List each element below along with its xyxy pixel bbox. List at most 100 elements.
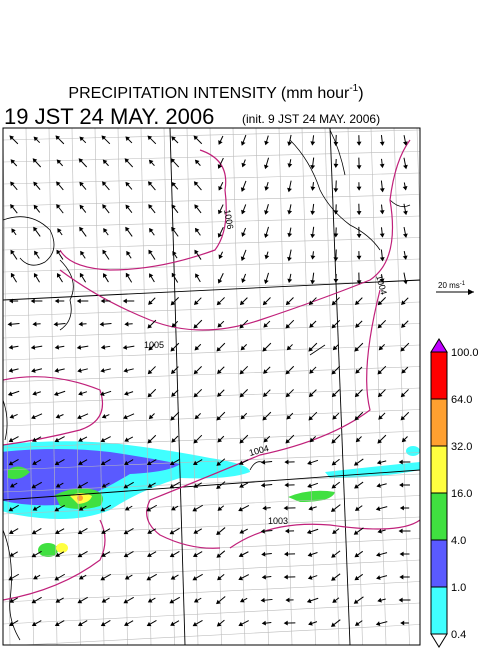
- wind-arrow-head: [34, 274, 37, 277]
- grid-line: [3, 152, 420, 163]
- wind-arrow-head: [219, 187, 222, 190]
- grid-line: [394, 128, 410, 645]
- wind-arrow-head: [263, 576, 266, 579]
- wind-arrow-head: [265, 211, 268, 214]
- wind-arrow-head: [101, 439, 104, 442]
- wind-arrow-head: [57, 251, 60, 254]
- wind-arrow-head: [78, 299, 81, 302]
- wind-arrow-head: [242, 279, 245, 282]
- precip-yellow: [56, 543, 68, 553]
- title-text: PRECIPITATION INTENSITY (mm hour: [68, 85, 350, 102]
- wind-arrow-head: [401, 552, 404, 555]
- isobar-label: 1003: [268, 516, 288, 526]
- wind-arrow-head: [240, 530, 243, 533]
- wind-arrow-head: [10, 600, 13, 603]
- grid-line: [3, 625, 420, 647]
- colorbar-segment: [431, 446, 447, 493]
- wind-arrow-head: [172, 507, 175, 510]
- wind-arrow-head: [241, 257, 244, 260]
- wind-arrow-head: [401, 621, 404, 624]
- wind-arrow-head: [193, 508, 196, 511]
- wind-arrow-head: [288, 142, 291, 145]
- wind-arrow-head: [79, 392, 82, 395]
- wind-arrow-head: [10, 531, 13, 534]
- wind-arrow-head: [400, 575, 403, 578]
- wind-arrow-head: [240, 554, 243, 557]
- wind-arrow-head: [9, 439, 12, 442]
- wind-arrow-head: [265, 187, 268, 190]
- wind-arrow-head: [79, 531, 82, 534]
- wind-arrow-head: [127, 252, 130, 255]
- wind-arrow-head: [285, 553, 288, 556]
- wind-arrow-head: [124, 531, 127, 534]
- wind-arrow-head: [308, 530, 311, 533]
- wind-arrow-head: [308, 461, 311, 464]
- wind-arrow-head: [33, 531, 36, 534]
- wind-arrow-head: [125, 438, 128, 441]
- wind-arrow-head: [334, 279, 337, 282]
- wind-arrow-head: [10, 554, 13, 557]
- wind-arrow-head: [242, 188, 245, 191]
- wind-arrow-head: [286, 598, 289, 601]
- grid-line: [348, 128, 363, 645]
- wind-arrow-head: [404, 234, 407, 237]
- grid-line: [210, 128, 222, 645]
- isobars: [3, 140, 420, 600]
- wind-arrow-head: [101, 369, 104, 372]
- wind-arrow-head: [148, 554, 151, 557]
- grid-line: [3, 603, 420, 624]
- wind-arrow-head: [32, 346, 35, 349]
- wind-arrow-head: [149, 599, 152, 602]
- grid-line: [3, 130, 420, 140]
- wind-scale-label: 20 ms-1: [438, 281, 466, 290]
- wind-arrow-head: [404, 256, 407, 259]
- wind-arrow-head: [80, 576, 83, 579]
- grid-line: [3, 281, 420, 295]
- colorbar-segment: [431, 587, 447, 634]
- wind-arrow-head: [334, 234, 337, 237]
- wind-arrow-head: [309, 622, 312, 625]
- wind-arrow-head: [56, 299, 59, 302]
- wind-arrow-head: [79, 439, 82, 442]
- wind-scale: 20 ms-1: [436, 281, 474, 295]
- wind-arrow-head: [35, 251, 38, 254]
- wind-arrow-head: [103, 250, 106, 253]
- wind-arrow-head: [104, 274, 107, 277]
- wind-arrow-head: [218, 165, 221, 168]
- wind-arrow-head: [101, 577, 104, 580]
- wind-arrow-head: [219, 141, 222, 144]
- lat-lon-grid: [3, 128, 457, 646]
- wind-arrow-head: [78, 416, 81, 419]
- wind-arrow-head: [377, 507, 380, 510]
- wind-arrow-head: [102, 346, 105, 349]
- wind-arrow-head: [381, 164, 384, 167]
- wind-arrow-head: [124, 369, 127, 372]
- wind-arrow-head: [125, 323, 128, 326]
- colorbar-segment: [431, 399, 447, 446]
- wind-arrow-head: [286, 529, 289, 532]
- grid-line: [3, 259, 420, 272]
- wind-arrow-head: [263, 507, 266, 510]
- wind-arrow-head: [102, 299, 105, 302]
- wind-arrow-head: [242, 233, 245, 236]
- wind-arrow-head: [377, 576, 380, 579]
- wind-arrow-head: [262, 553, 265, 556]
- wind-arrow-head: [288, 258, 291, 261]
- colorbar-segment: [431, 352, 447, 399]
- wind-arrow-head: [381, 211, 384, 214]
- wind-arrow-head: [400, 598, 403, 601]
- wind-arrow-head: [33, 439, 36, 442]
- grid-line: [72, 128, 81, 645]
- wind-arrow-head: [32, 369, 35, 372]
- wind-arrow-head: [32, 416, 35, 419]
- wind-arrow-head: [358, 142, 361, 145]
- wind-arrow-head: [265, 280, 268, 283]
- wind-arrow-head: [103, 415, 106, 418]
- wind-arrow-head: [309, 576, 312, 579]
- wind-arrow-head: [124, 416, 127, 419]
- grid-line: [49, 128, 57, 645]
- wind-arrow-head: [285, 507, 288, 510]
- wind-arrow-head: [288, 211, 291, 214]
- colorbar-label: 64.0: [451, 394, 472, 406]
- wind-arrow-head: [358, 166, 361, 169]
